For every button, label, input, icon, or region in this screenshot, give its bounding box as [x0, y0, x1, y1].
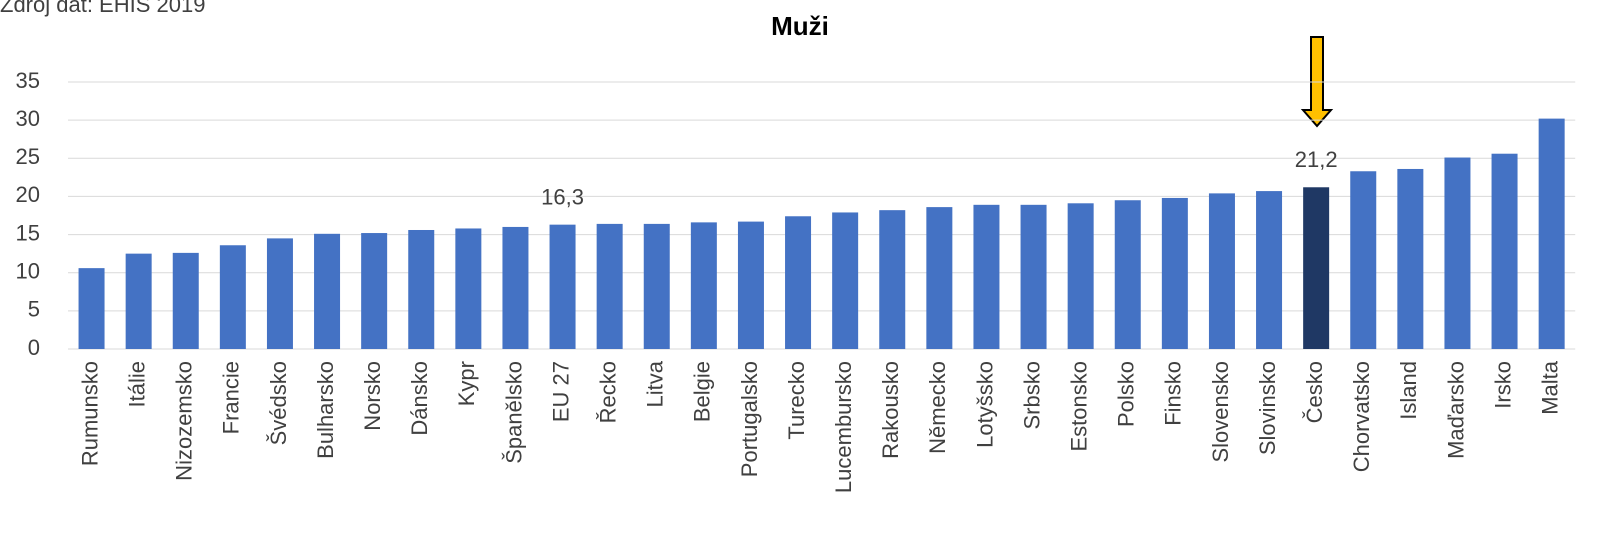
bar — [1444, 157, 1471, 349]
bar — [361, 233, 388, 349]
bar — [879, 210, 906, 349]
x-tick-label: Španělsko — [501, 361, 526, 464]
x-tick-label: Bulharsko — [313, 361, 338, 459]
bar — [1350, 171, 1377, 349]
data-label: 21,2 — [1295, 147, 1338, 172]
y-tick-label: 15 — [16, 220, 40, 245]
y-tick-label: 35 — [16, 68, 40, 93]
bar — [408, 229, 435, 349]
bar — [1114, 200, 1141, 349]
x-tick-label: Litva — [643, 360, 668, 407]
y-tick-label: 30 — [16, 106, 40, 131]
x-tick-label: Rumunsko — [77, 361, 102, 466]
x-tick-label: Irsko — [1490, 361, 1515, 409]
bar — [1303, 187, 1330, 349]
x-tick-label: Dánsko — [407, 361, 432, 436]
bar — [1208, 193, 1235, 349]
bar — [973, 204, 1000, 349]
y-tick-label: 5 — [28, 297, 40, 322]
bar — [596, 223, 623, 349]
bar — [172, 252, 199, 349]
x-tick-label: Kypr — [454, 361, 479, 406]
bar — [266, 238, 293, 349]
x-tick-label: Chorvatsko — [1349, 361, 1374, 472]
bar — [125, 253, 152, 349]
x-tick-label: Island — [1396, 361, 1421, 420]
x-tick-label: Rakousko — [878, 361, 903, 459]
x-tick-label: Lucembursko — [831, 361, 856, 493]
data-label: 16,3 — [541, 184, 584, 209]
bar — [737, 221, 764, 349]
x-tick-label: Turecko — [784, 361, 809, 440]
bar — [926, 207, 953, 349]
x-tick-label: Slovinsko — [1255, 361, 1280, 455]
bar — [1538, 118, 1565, 349]
bar — [455, 228, 482, 349]
y-tick-label: 10 — [16, 259, 40, 284]
x-tick-label: Estonsko — [1066, 361, 1091, 452]
x-tick-label: Finsko — [1161, 361, 1186, 426]
x-tick-label: Švédsko — [266, 361, 291, 445]
source-note: Zdroj dat: EHIS 2019 — [0, 0, 205, 17]
y-tick-label: 0 — [28, 335, 40, 360]
bar — [785, 216, 812, 349]
x-tick-label: Nizozemsko — [172, 361, 197, 481]
bar — [502, 226, 529, 349]
x-tick-label: Itálie — [124, 361, 149, 407]
x-tick-label: Francie — [219, 361, 244, 434]
x-tick-label: EU 27 — [548, 361, 573, 422]
bar — [1256, 191, 1283, 349]
y-tick-label: 25 — [16, 144, 40, 169]
x-tick-label: Maďarsko — [1443, 361, 1468, 459]
x-tick-label: Německo — [925, 361, 950, 454]
bar — [643, 223, 670, 349]
bar — [314, 233, 341, 349]
x-tick-label: Portugalsko — [737, 361, 762, 477]
y-tick-label: 20 — [16, 182, 40, 207]
x-tick-label: Norsko — [360, 361, 385, 431]
x-tick-label: Polsko — [1114, 361, 1139, 427]
x-tick-label: Srbsko — [1019, 361, 1044, 429]
bar — [549, 224, 576, 349]
x-tick-label: Řecko — [595, 361, 620, 423]
bar — [832, 212, 859, 349]
x-tick-label: Lotyšsko — [972, 361, 997, 448]
bar — [690, 222, 717, 349]
x-tick-label: Malta — [1537, 360, 1562, 415]
bar — [78, 268, 105, 349]
x-tick-label: Belgie — [690, 361, 715, 422]
x-tick-label: Slovensko — [1208, 361, 1233, 463]
bar — [1491, 153, 1518, 349]
bar — [1161, 197, 1188, 349]
x-tick-label: Česko — [1302, 361, 1327, 423]
bar — [219, 245, 246, 349]
chart-title: Muži — [771, 11, 829, 41]
bar — [1020, 204, 1047, 349]
bar — [1067, 203, 1094, 349]
bar — [1397, 168, 1424, 349]
